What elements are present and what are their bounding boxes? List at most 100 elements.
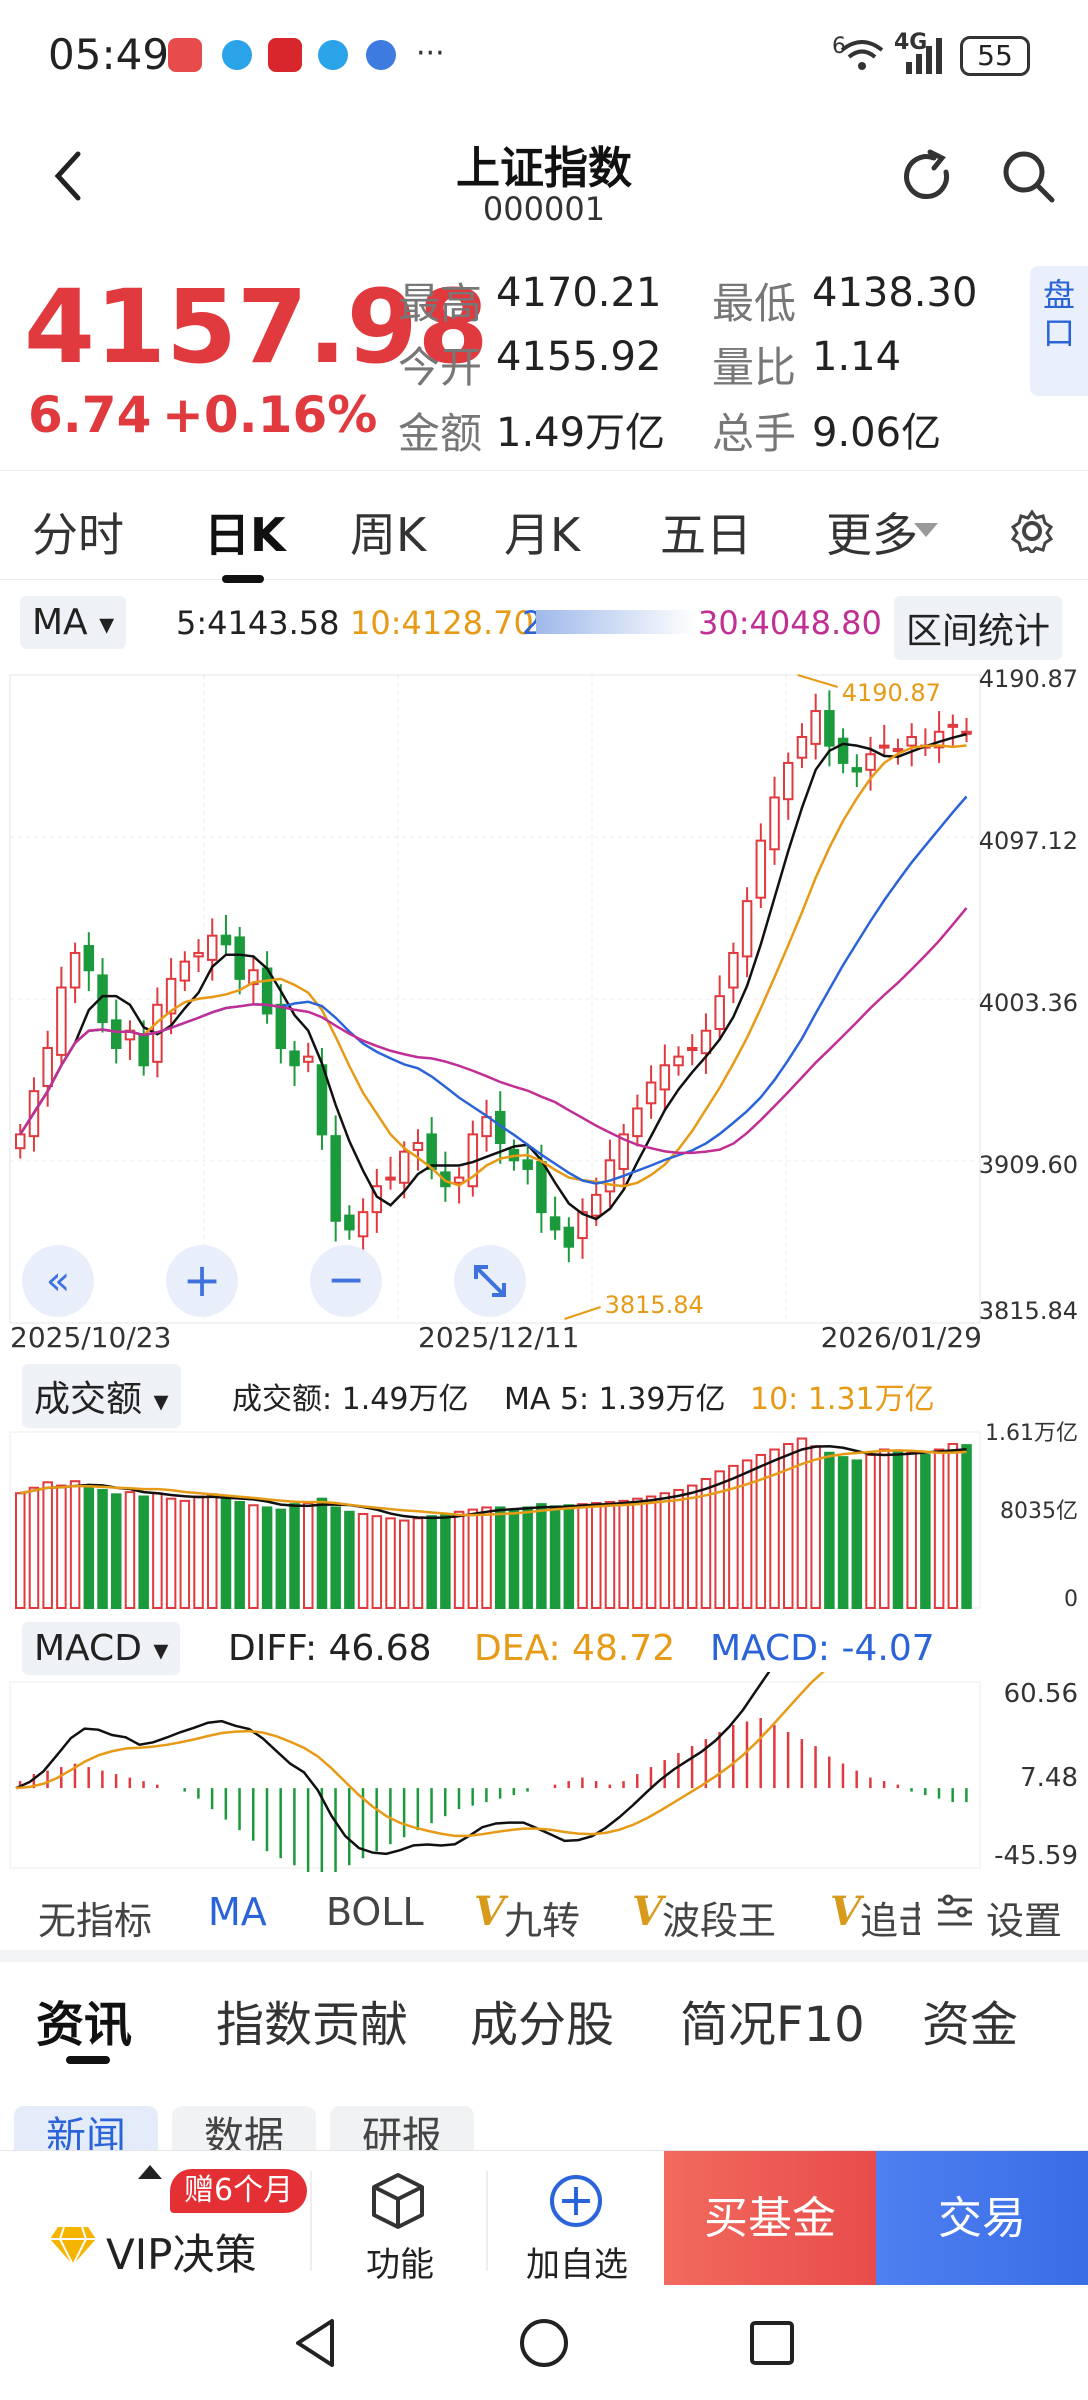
volume-bar <box>879 1448 890 1610</box>
fullscreen-button[interactable] <box>454 1245 526 1317</box>
volume-bar <box>549 1505 561 1609</box>
volume-bar <box>481 1506 492 1609</box>
volume-bar <box>920 1453 931 1609</box>
trade-button[interactable]: 交易 <box>876 2151 1088 2286</box>
volume-bar <box>69 1480 81 1610</box>
candle <box>961 730 972 735</box>
kline-chart[interactable]: 4190.87 4097.12 4003.36 3909.60 3815.84 4190.… <box>0 655 1088 1355</box>
volume-bar <box>42 1481 53 1609</box>
back-icon[interactable] <box>50 148 86 204</box>
volume-bar <box>495 1506 506 1609</box>
low-annotation-label: 3815.84 <box>605 1291 704 1319</box>
indicator-ma[interactable]: MA <box>208 1890 267 1934</box>
tab-f10-overview[interactable]: 简况F10 <box>680 1997 865 2053</box>
indicator-boll[interactable]: BOLL <box>326 1890 424 1934</box>
volume-selector-label: 成交额 <box>34 1379 143 1420</box>
ma-selector[interactable]: MA ▾ <box>20 596 127 649</box>
buy-fund-button[interactable]: 买基金 <box>664 2151 876 2286</box>
scroll-left-button[interactable]: « <box>22 1245 94 1317</box>
price-change-pct: +0.16% <box>162 386 378 444</box>
recents-nav-icon[interactable] <box>744 2315 800 2371</box>
volume-bar <box>810 1445 821 1609</box>
tab-daily-k[interactable]: 日K <box>204 508 286 562</box>
tab-capital-flow[interactable]: 资金 <box>922 1997 1019 2053</box>
tab-weekly-k[interactable]: 周K <box>350 508 427 562</box>
candle <box>783 761 794 801</box>
candle <box>426 1133 437 1170</box>
high-label: 最高 <box>398 279 483 328</box>
order-book-toggle[interactable]: 盘口 <box>1030 266 1088 396</box>
candle <box>303 1055 314 1063</box>
volume-bar <box>97 1488 108 1609</box>
back-nav-icon[interactable] <box>288 2315 344 2371</box>
function-label: 功能 <box>366 2245 434 2285</box>
high-value: 4170.21 <box>496 270 662 316</box>
macd-tick-label: 7.48 <box>1020 1763 1078 1793</box>
indicator-chase[interactable]: 追击 <box>860 1899 920 1943</box>
candle <box>714 995 725 1030</box>
volume-bar <box>783 1443 794 1610</box>
settings-button[interactable]: 设置 <box>934 1882 1088 1943</box>
volume-bar <box>426 1515 437 1609</box>
vip-button[interactable]: 赠6个月 VIP决策 <box>0 2151 310 2286</box>
vip-promo-badge: 赠6个月 <box>170 2169 308 2213</box>
candle <box>165 977 177 1015</box>
macd-frame <box>9 1681 981 1869</box>
zoom-in-button[interactable]: + <box>166 1245 238 1317</box>
candle <box>824 710 835 747</box>
volume-amount: 成交额: 1.49万亿 <box>232 1382 469 1417</box>
tab-intraday[interactable]: 分时 <box>32 508 124 562</box>
volume-bar <box>303 1502 314 1609</box>
candle <box>563 1226 575 1248</box>
volume-bar <box>933 1448 945 1610</box>
indicator-nine-turn[interactable]: 九转 <box>504 1899 581 1943</box>
macd-chart[interactable]: 60.56 7.48 -45.59 <box>0 1672 1088 1872</box>
indicator-none[interactable]: 无指标 <box>38 1899 153 1943</box>
macd-tick-label: -45.59 <box>994 1841 1078 1871</box>
volume-selector[interactable]: 成交额 ▾ <box>22 1364 181 1428</box>
home-nav-icon[interactable] <box>516 2315 572 2371</box>
chevron-down-icon <box>914 523 938 537</box>
candle <box>796 735 808 759</box>
range-stats-button[interactable]: 区间统计 <box>894 596 1063 660</box>
ratio-label: 量比 <box>712 343 797 392</box>
candle <box>138 1033 149 1067</box>
volume-bar <box>111 1493 122 1609</box>
zoom-out-button[interactable]: − <box>310 1245 382 1317</box>
search-icon[interactable] <box>1000 148 1058 206</box>
indicator-wave-king[interactable]: 波段王 <box>662 1899 777 1943</box>
gear-icon[interactable] <box>1010 509 1054 553</box>
volume-bar <box>728 1464 739 1609</box>
candle <box>618 1133 629 1170</box>
volume-bar <box>673 1488 684 1609</box>
tab-index-contribution[interactable]: 指数贡献 <box>216 1997 409 2053</box>
active-info-tab-indicator <box>66 2056 110 2064</box>
macd-selector[interactable]: MACD ▾ <box>22 1622 181 1675</box>
function-button[interactable]: 功能 <box>320 2151 480 2286</box>
signal-icon <box>906 38 942 74</box>
candle <box>193 951 204 958</box>
tab-monthly-k[interactable]: 月K <box>504 508 581 562</box>
volume-chart[interactable]: 1.61万亿 8035亿 0 <box>0 1418 1088 1614</box>
date-label: 2025/10/23 <box>10 1321 171 1354</box>
tab-more[interactable]: 更多 <box>826 508 918 562</box>
tab-constituents[interactable]: 成分股 <box>470 1997 615 2053</box>
candle <box>453 1176 465 1184</box>
tab-five-day[interactable]: 五日 <box>660 508 752 562</box>
caret-up-icon <box>138 2165 162 2179</box>
volume-bar <box>399 1519 410 1609</box>
tab-news-info[interactable]: 资讯 <box>36 1997 133 2053</box>
volume-bar <box>83 1486 95 1609</box>
volume-bar <box>632 1497 643 1609</box>
candle <box>399 1150 410 1184</box>
volume-bar <box>165 1497 177 1609</box>
volume-bar <box>714 1470 725 1610</box>
diamond-icon <box>50 2226 96 2267</box>
candle <box>220 934 232 946</box>
add-watchlist-button[interactable]: 加自选 <box>494 2151 664 2286</box>
candle <box>111 1019 122 1049</box>
hands-value: 9.06亿 <box>812 410 942 456</box>
ma-selector-label: MA <box>32 602 88 643</box>
refresh-icon[interactable] <box>898 148 956 206</box>
volume-bar <box>330 1506 341 1609</box>
